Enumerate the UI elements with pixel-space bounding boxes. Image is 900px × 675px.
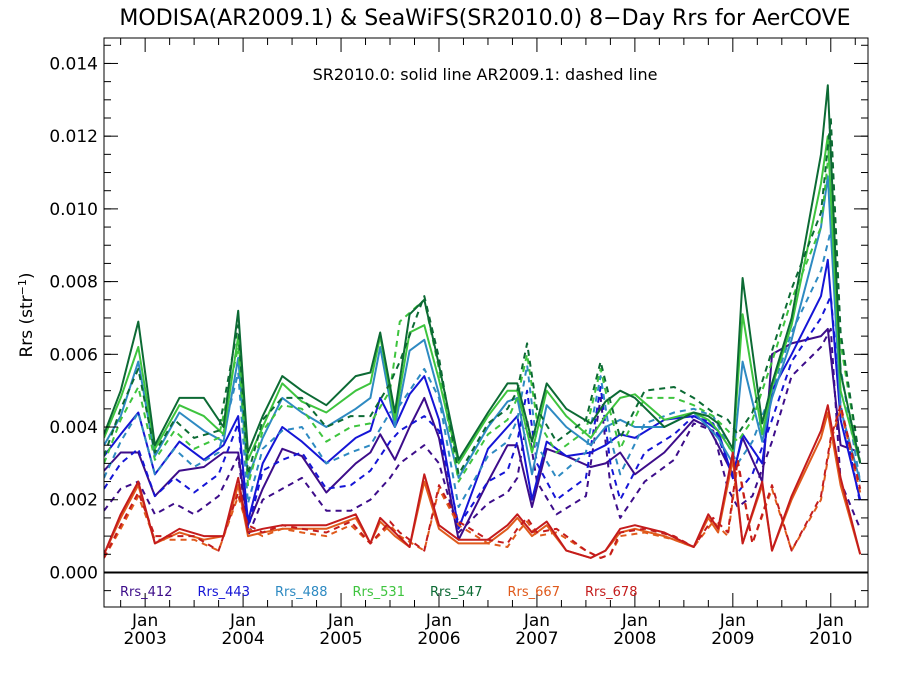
series-line-rrs-488-dashed	[104, 229, 862, 508]
series-line-rrs-412-dashed	[104, 327, 862, 538]
x-tick-month-label: Jan	[131, 611, 158, 631]
legend-entry-rrs-547: Rrs_547	[430, 585, 482, 600]
series-line-rrs-443-solid	[104, 258, 862, 530]
series-line-rrs-547-solid	[104, 84, 862, 464]
y-tick-label: 0.002	[49, 491, 98, 511]
y-tick-label: 0.000	[49, 563, 98, 583]
x-tick-month-label: Jan	[621, 611, 648, 631]
legend: Rrs_412 Rrs_443 Rrs_488 Rrs_531 Rrs_547 Rrs_6…	[120, 585, 637, 600]
legend-entry-rrs-443: Rrs_443	[198, 585, 250, 600]
x-tick-month-label: Jan	[719, 611, 746, 631]
chart-title: MODISA(AR2009.1) & SeaWiFS(SR2010.0) 8−D…	[119, 6, 850, 31]
x-tick-year-label: 2006	[417, 629, 460, 649]
y-tick-label: 0.004	[49, 418, 98, 438]
y-tick-label: 0.014	[49, 54, 98, 74]
x-tick-month-label: Jan	[817, 611, 844, 631]
x-tick-year-label: 2008	[613, 629, 656, 649]
x-tick-month-label: Jan	[229, 611, 256, 631]
series-line-rrs-678-solid	[104, 404, 862, 559]
line-style-annotation: SR2010.0: solid line AR2009.1: dashed li…	[313, 65, 658, 84]
x-tick-year-label: 2010	[809, 629, 852, 649]
legend-entry-rrs-412: Rrs_412	[120, 585, 172, 600]
series-lines	[104, 84, 862, 559]
x-tick-year-label: 2005	[319, 629, 362, 649]
series-line-rrs-531-dashed	[104, 131, 862, 487]
y-tick-label: 0.010	[49, 200, 98, 220]
y-axis-label: Rrs (str−1)	[16, 272, 37, 357]
legend-entry-rrs-531: Rrs_531	[353, 585, 405, 600]
x-tick-month-label: Jan	[523, 611, 550, 631]
x-tick-year-label: 2004	[221, 629, 264, 649]
legend-entry-rrs-488: Rrs_488	[275, 585, 327, 600]
y-tick-label: 0.008	[49, 273, 98, 293]
x-tick-year-label: 2003	[124, 629, 167, 649]
x-tick-year-label: 2009	[711, 629, 754, 649]
series-line-rrs-531-solid	[104, 135, 862, 465]
axes: 0.000 0.002 0.004 0.006 0.008 0.010 0.012 0.014…	[49, 37, 869, 649]
y-tick-label: 0.006	[49, 345, 98, 365]
plot-frame	[103, 37, 869, 608]
plot-area	[104, 84, 868, 574]
legend-entry-rrs-678: Rrs_678	[585, 585, 637, 600]
y-tick-label: 0.012	[49, 127, 98, 147]
series-line-rrs-488-solid	[104, 175, 862, 482]
x-tick-month-label: Jan	[327, 611, 354, 631]
x-tick-year-label: 2007	[515, 629, 558, 649]
legend-entry-rrs-667: Rrs_667	[508, 585, 560, 600]
x-tick-month-label: Jan	[425, 611, 452, 631]
